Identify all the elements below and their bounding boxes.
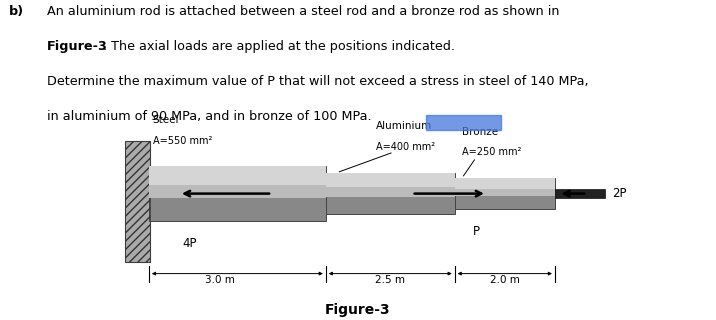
Text: P: P <box>473 225 480 238</box>
Text: 3.0 m: 3.0 m <box>205 275 234 285</box>
Bar <box>149 185 326 198</box>
Bar <box>326 173 455 187</box>
Text: A=400 mm²: A=400 mm² <box>376 142 435 152</box>
Text: Figure-3: Figure-3 <box>325 303 391 317</box>
Text: b): b) <box>9 5 24 18</box>
Bar <box>149 166 326 221</box>
Bar <box>426 115 501 130</box>
Bar <box>125 141 150 262</box>
Text: 2P: 2P <box>612 187 626 200</box>
Bar <box>455 178 555 209</box>
Text: 2.0 m: 2.0 m <box>490 275 520 285</box>
Bar <box>555 189 605 198</box>
Text: 2.5 m: 2.5 m <box>375 275 405 285</box>
Text: . The axial loads are applied at the positions indicated.: . The axial loads are applied at the pos… <box>103 40 455 53</box>
Text: Figure-3: Figure-3 <box>47 40 107 53</box>
Bar <box>455 178 555 189</box>
Bar <box>455 189 555 196</box>
Text: Bronze: Bronze <box>462 127 498 137</box>
Text: Steel: Steel <box>153 115 179 125</box>
Text: in aluminium of 90 MPa, and in bronze of 100 MPa.: in aluminium of 90 MPa, and in bronze of… <box>47 110 371 124</box>
Bar <box>326 187 455 197</box>
Text: A=250 mm²: A=250 mm² <box>462 148 521 157</box>
Text: 4P: 4P <box>183 237 197 250</box>
Text: An aluminium rod is attached between a steel rod and a bronze rod as shown in: An aluminium rod is attached between a s… <box>47 5 559 18</box>
Bar <box>326 173 455 214</box>
Text: Determine the maximum value of P that will not exceed a stress in steel of 140 M: Determine the maximum value of P that wi… <box>47 75 588 88</box>
Text: Aluminium: Aluminium <box>376 121 432 131</box>
Text: A=550 mm²: A=550 mm² <box>153 136 212 146</box>
Bar <box>125 141 150 262</box>
Bar <box>149 166 326 185</box>
